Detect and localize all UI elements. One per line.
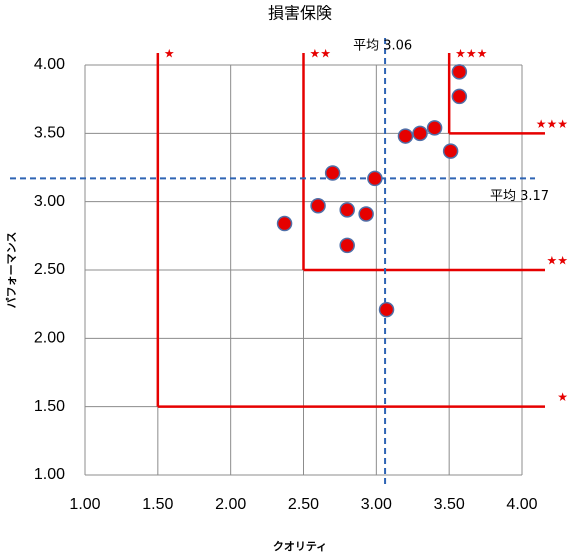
point xyxy=(397,128,414,144)
x-axis-label: クオリティ xyxy=(273,540,327,553)
y-tick-label: 2.00 xyxy=(34,330,65,347)
threshold-label: ★ xyxy=(164,47,175,61)
threshold-label: ★ xyxy=(557,390,568,404)
x-tick-label: 4.00 xyxy=(506,496,537,513)
point xyxy=(426,120,443,136)
y-tick-label: 2.50 xyxy=(34,261,65,278)
threshold-label: ★★★ xyxy=(455,47,487,61)
point xyxy=(451,88,468,105)
point xyxy=(367,170,383,187)
y-tick-label: 4.00 xyxy=(34,56,65,73)
y-tick-label: 3.00 xyxy=(34,193,65,210)
threshold-label: ★★ xyxy=(546,254,568,268)
point xyxy=(324,165,341,181)
mean-label: 平均 3.17 xyxy=(490,189,549,204)
x-tick-label: 3.50 xyxy=(434,496,465,513)
x-tick-label: 2.00 xyxy=(215,496,246,513)
x-tick-label: 2.50 xyxy=(288,496,319,513)
y-tick-label: 1.00 xyxy=(34,466,65,483)
point xyxy=(310,198,326,214)
mean-label: 平均 3.06 xyxy=(353,39,412,54)
point xyxy=(451,64,468,80)
point xyxy=(378,301,395,318)
point xyxy=(339,237,355,254)
point xyxy=(412,125,428,142)
threshold-label: ★★★ xyxy=(536,117,568,131)
chart-title: 損害保険 xyxy=(268,4,332,23)
point xyxy=(276,215,293,232)
point xyxy=(339,202,355,218)
point xyxy=(358,206,374,222)
x-tick-label: 1.00 xyxy=(69,496,100,513)
x-tick-label: 3.00 xyxy=(361,496,392,513)
y-tick-label: 3.50 xyxy=(34,125,65,142)
y-tick-label: 1.50 xyxy=(34,398,65,415)
y-axis-label: パフォーマンス xyxy=(5,232,18,309)
point xyxy=(442,143,459,159)
x-tick-label: 1.50 xyxy=(142,496,173,513)
threshold-label: ★★ xyxy=(310,47,332,61)
